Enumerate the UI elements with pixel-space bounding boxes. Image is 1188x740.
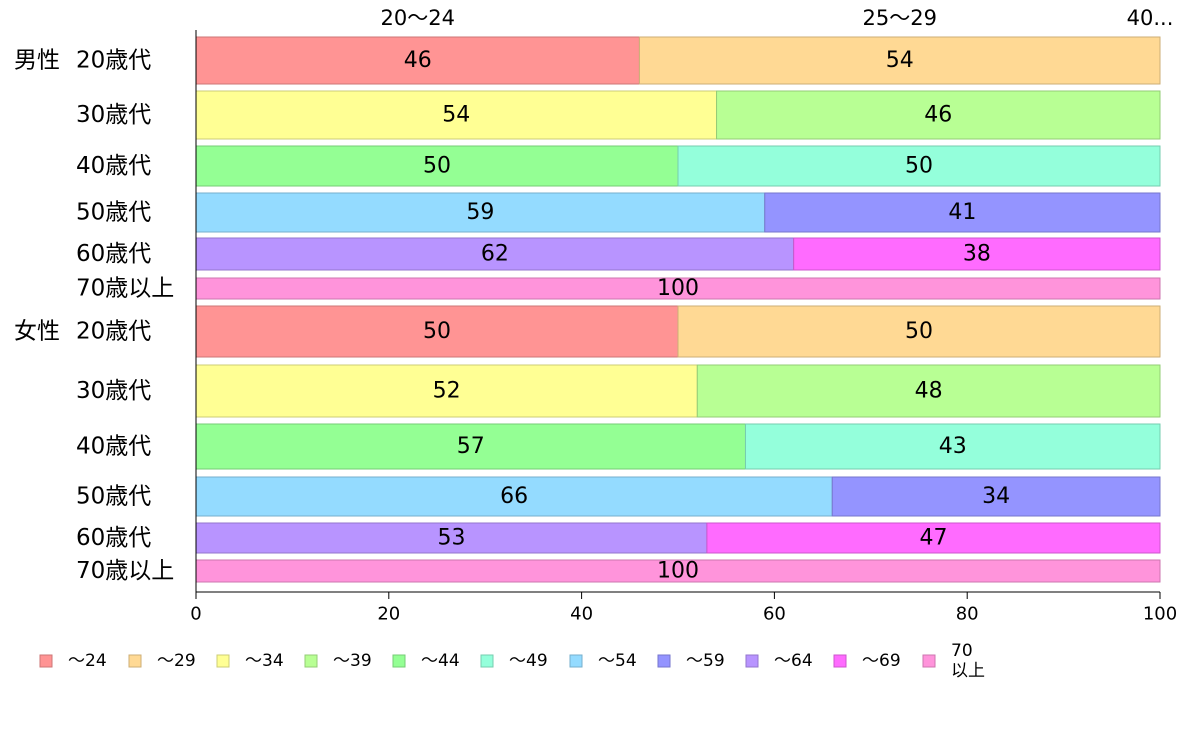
- bar-segment: [706, 522, 1161, 554]
- data-label: 57: [457, 434, 485, 459]
- x-tick-label: 20: [377, 604, 400, 625]
- top-label: 25～29: [862, 6, 936, 30]
- legend-label: ～49: [509, 651, 548, 671]
- row-label: 20歳代: [76, 319, 151, 345]
- x-tick-label: 60: [763, 604, 786, 625]
- x-tick-label: 40: [570, 604, 593, 625]
- legend-label: ～34: [245, 651, 284, 671]
- data-label: 38: [963, 242, 991, 267]
- group-label: 女性: [14, 319, 60, 345]
- data-label: 62: [481, 242, 509, 267]
- data-label: 59: [466, 200, 494, 225]
- legend-label: ～69: [862, 651, 901, 671]
- x-tick-label: 100: [1143, 604, 1177, 625]
- legend-swatch: [657, 654, 671, 668]
- bar-segment: [195, 476, 833, 517]
- bar-segment: [744, 423, 1161, 470]
- data-label: 66: [500, 484, 528, 509]
- bar-segment: [696, 364, 1161, 418]
- data-label: 53: [437, 526, 465, 551]
- bar-segment: [195, 305, 679, 358]
- legend-swatch: [39, 654, 53, 668]
- top-label: 20～24: [380, 6, 454, 30]
- top-label: 40...: [1127, 6, 1174, 30]
- bar-segment: [677, 305, 1161, 358]
- data-label: 100: [657, 276, 699, 301]
- legend-label: 以上: [951, 661, 985, 681]
- x-tick-label: 0: [190, 604, 201, 625]
- data-label: 43: [939, 434, 967, 459]
- bar-segment: [195, 145, 679, 187]
- row-label: 70歳以上: [76, 558, 174, 584]
- legend-label: ～54: [598, 651, 637, 671]
- legend-label: ～44: [421, 651, 460, 671]
- data-label: 50: [423, 319, 451, 344]
- data-label: 52: [433, 379, 461, 404]
- bar-segment: [195, 192, 766, 233]
- legend-label: 70: [951, 641, 973, 661]
- legend-swatch: [480, 654, 494, 668]
- bar-segment: [195, 36, 640, 85]
- legend-swatch: [304, 654, 318, 668]
- row-label: 30歳代: [76, 378, 151, 404]
- bar-segment: [764, 192, 1161, 233]
- row-label: 70歳以上: [76, 276, 174, 302]
- legend-label: ～64: [774, 651, 813, 671]
- bar-segment: [195, 90, 718, 140]
- legend-swatch: [745, 654, 759, 668]
- data-label: 48: [915, 379, 943, 404]
- bar-segment: [195, 423, 746, 470]
- data-label: 50: [905, 319, 933, 344]
- data-label: 50: [423, 154, 451, 179]
- data-label: 34: [982, 484, 1010, 509]
- row-label: 40歳代: [76, 434, 151, 460]
- legend-swatch: [922, 654, 936, 668]
- data-label: 47: [919, 526, 947, 551]
- legend-label: ～29: [157, 651, 196, 671]
- row-label: 20歳代: [76, 48, 151, 74]
- bar-segment: [195, 364, 698, 418]
- legend-swatch: [216, 654, 230, 668]
- legend-swatch: [569, 654, 583, 668]
- legend-label: ～59: [686, 651, 725, 671]
- legend-swatch: [128, 654, 142, 668]
- data-label: 41: [948, 200, 976, 225]
- data-label: 54: [886, 48, 914, 73]
- legend-swatch: [392, 654, 406, 668]
- bar-segment: [638, 36, 1161, 85]
- row-label: 30歳代: [76, 102, 151, 128]
- legend-label: ～39: [333, 651, 372, 671]
- group-label: 男性: [14, 48, 60, 74]
- bar-segment: [793, 237, 1161, 271]
- x-tick-label: 80: [956, 604, 979, 625]
- data-label: 50: [905, 154, 933, 179]
- row-label: 60歳代: [76, 241, 151, 267]
- data-label: 100: [657, 559, 699, 584]
- data-label: 46: [924, 103, 952, 128]
- bar-segment: [831, 476, 1161, 517]
- row-label: 50歳代: [76, 484, 151, 510]
- data-label: 54: [442, 103, 470, 128]
- legend-label: ～24: [68, 651, 107, 671]
- row-label: 60歳代: [76, 525, 151, 551]
- bar-segment: [716, 90, 1161, 140]
- row-label: 50歳代: [76, 200, 151, 226]
- row-label: 40歳代: [76, 153, 151, 179]
- bar-segment: [677, 145, 1161, 187]
- legend-swatch: [833, 654, 847, 668]
- data-label: 46: [404, 48, 432, 73]
